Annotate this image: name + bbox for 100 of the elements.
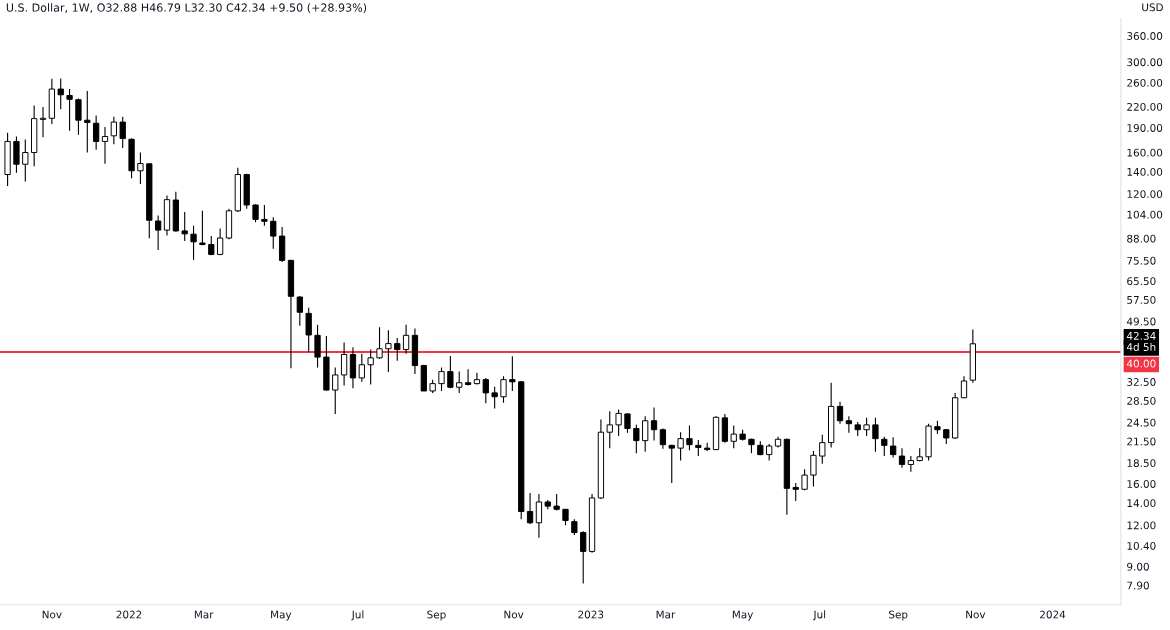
x-tick-label: Mar bbox=[656, 610, 676, 619]
candlestick bbox=[447, 355, 454, 389]
y-tick-label: 14.00 bbox=[1127, 499, 1156, 508]
candlestick bbox=[650, 406, 658, 442]
candlestick bbox=[642, 415, 649, 453]
candlestick bbox=[57, 77, 64, 110]
candlestick bbox=[890, 436, 897, 459]
y-tick-label: 360.00 bbox=[1127, 32, 1163, 40]
candlestick bbox=[66, 88, 73, 132]
candlestick bbox=[580, 530, 587, 585]
candlestick bbox=[101, 126, 109, 165]
candlestick bbox=[845, 415, 853, 434]
candlestick bbox=[491, 386, 498, 410]
candlestick bbox=[367, 348, 374, 386]
candlestick bbox=[535, 493, 543, 539]
candlestick bbox=[110, 116, 117, 145]
candlestick bbox=[216, 228, 224, 256]
x-tick-label: May bbox=[732, 610, 754, 621]
y-axis-title: USD bbox=[1142, 3, 1163, 12]
candlestick bbox=[137, 151, 144, 185]
candlestick bbox=[456, 371, 463, 394]
candlestick bbox=[659, 427, 667, 450]
y-tick-label: 18.50 bbox=[1127, 459, 1156, 468]
candlestick bbox=[721, 413, 729, 444]
x-tick-label: May bbox=[271, 610, 292, 621]
candlestick bbox=[394, 337, 401, 362]
x-tick-label: Nov bbox=[966, 610, 986, 619]
candlestick bbox=[84, 90, 91, 154]
y-tick-label: 9.00 bbox=[1127, 562, 1149, 571]
candlestick bbox=[190, 225, 197, 261]
candlestick bbox=[464, 368, 472, 386]
candlestick bbox=[677, 431, 684, 462]
candlestick bbox=[633, 424, 640, 454]
candlestick bbox=[402, 324, 410, 355]
candlestick bbox=[332, 366, 339, 415]
x-tick-label: 2022 bbox=[116, 610, 142, 619]
text: 4d 5h bbox=[1126, 342, 1156, 351]
candlestick bbox=[881, 436, 888, 457]
x-tick-label: Nov bbox=[504, 610, 524, 619]
x-tick-label: Mar bbox=[194, 610, 214, 619]
y-tick-label: 88.00 bbox=[1127, 234, 1156, 243]
y-tick-label: 49.50 bbox=[1126, 317, 1156, 326]
y-tick-label: 160.00 bbox=[1127, 148, 1163, 157]
candlestick bbox=[385, 329, 392, 373]
candlestick bbox=[314, 324, 321, 369]
text: 42.34 bbox=[1126, 331, 1156, 340]
candlestick bbox=[482, 377, 489, 404]
y-tick-label: 12.00 bbox=[1127, 521, 1156, 530]
candlestick bbox=[509, 355, 516, 392]
y-tick-label: 75.50 bbox=[1127, 256, 1156, 265]
y-tick-label: 32.50 bbox=[1127, 378, 1156, 386]
y-tick-label: 7.90 bbox=[1127, 581, 1149, 590]
y-tick-label: 16.00 bbox=[1127, 480, 1156, 488]
y-tick-label: 28.50 bbox=[1127, 396, 1156, 405]
y-tick-label: 57.50 bbox=[1127, 295, 1156, 304]
ref-line-label: 40.00 bbox=[1126, 359, 1156, 368]
y-tick-label: 260.00 bbox=[1127, 78, 1163, 87]
y-tick-label: 140.00 bbox=[1127, 167, 1163, 176]
x-tick-label: Jul bbox=[351, 610, 364, 621]
candlestick bbox=[181, 211, 188, 242]
candlestick bbox=[615, 409, 622, 437]
candlestick bbox=[199, 210, 206, 246]
candlestick bbox=[686, 424, 693, 451]
candlestick bbox=[340, 342, 348, 386]
x-tick-label: 2023 bbox=[578, 610, 604, 619]
y-tick-label: 220.00 bbox=[1127, 102, 1163, 111]
candlestick bbox=[624, 412, 631, 434]
x-tick-label: 2024 bbox=[1040, 610, 1066, 619]
candlestick bbox=[75, 98, 82, 136]
candlestick bbox=[13, 135, 20, 174]
y-tick-label: 300.00 bbox=[1127, 58, 1163, 67]
candlestick bbox=[792, 482, 799, 502]
candlestick bbox=[305, 307, 312, 353]
candlestick bbox=[606, 410, 613, 449]
y-tick-label: 65.50 bbox=[1127, 277, 1156, 286]
candlestick bbox=[907, 455, 914, 473]
y-tick-label: 10.40 bbox=[1127, 542, 1156, 550]
candlestick bbox=[296, 295, 303, 327]
candlestick bbox=[358, 353, 365, 383]
candlestick bbox=[261, 204, 268, 227]
x-tick-label: Jul bbox=[812, 610, 826, 621]
candlestick bbox=[836, 401, 844, 425]
y-tick-label: 120.00 bbox=[1127, 190, 1163, 199]
candlestick bbox=[819, 434, 826, 465]
candlestick bbox=[730, 424, 737, 449]
y-tick-label: 104.00 bbox=[1127, 210, 1163, 219]
x-tick-label: Sep bbox=[427, 610, 446, 621]
candlestick bbox=[376, 326, 383, 360]
candlestick bbox=[22, 138, 29, 182]
candlestick bbox=[270, 216, 277, 250]
x-tick-label: Nov bbox=[42, 610, 62, 619]
candlestick bbox=[668, 444, 675, 484]
candlestick bbox=[872, 417, 879, 453]
x-tick-label: Sep bbox=[889, 610, 908, 621]
y-tick-label: 190.00 bbox=[1127, 124, 1163, 132]
candlestick bbox=[473, 372, 481, 386]
chart-title: U.S. Dollar, 1W, O32.88 H46.79 L32.30 C42.34 +9.50 (+28.93%) bbox=[6, 3, 367, 14]
candlestick bbox=[500, 375, 507, 404]
y-tick-label: 24.50 bbox=[1127, 418, 1156, 427]
candlestick bbox=[119, 116, 126, 149]
